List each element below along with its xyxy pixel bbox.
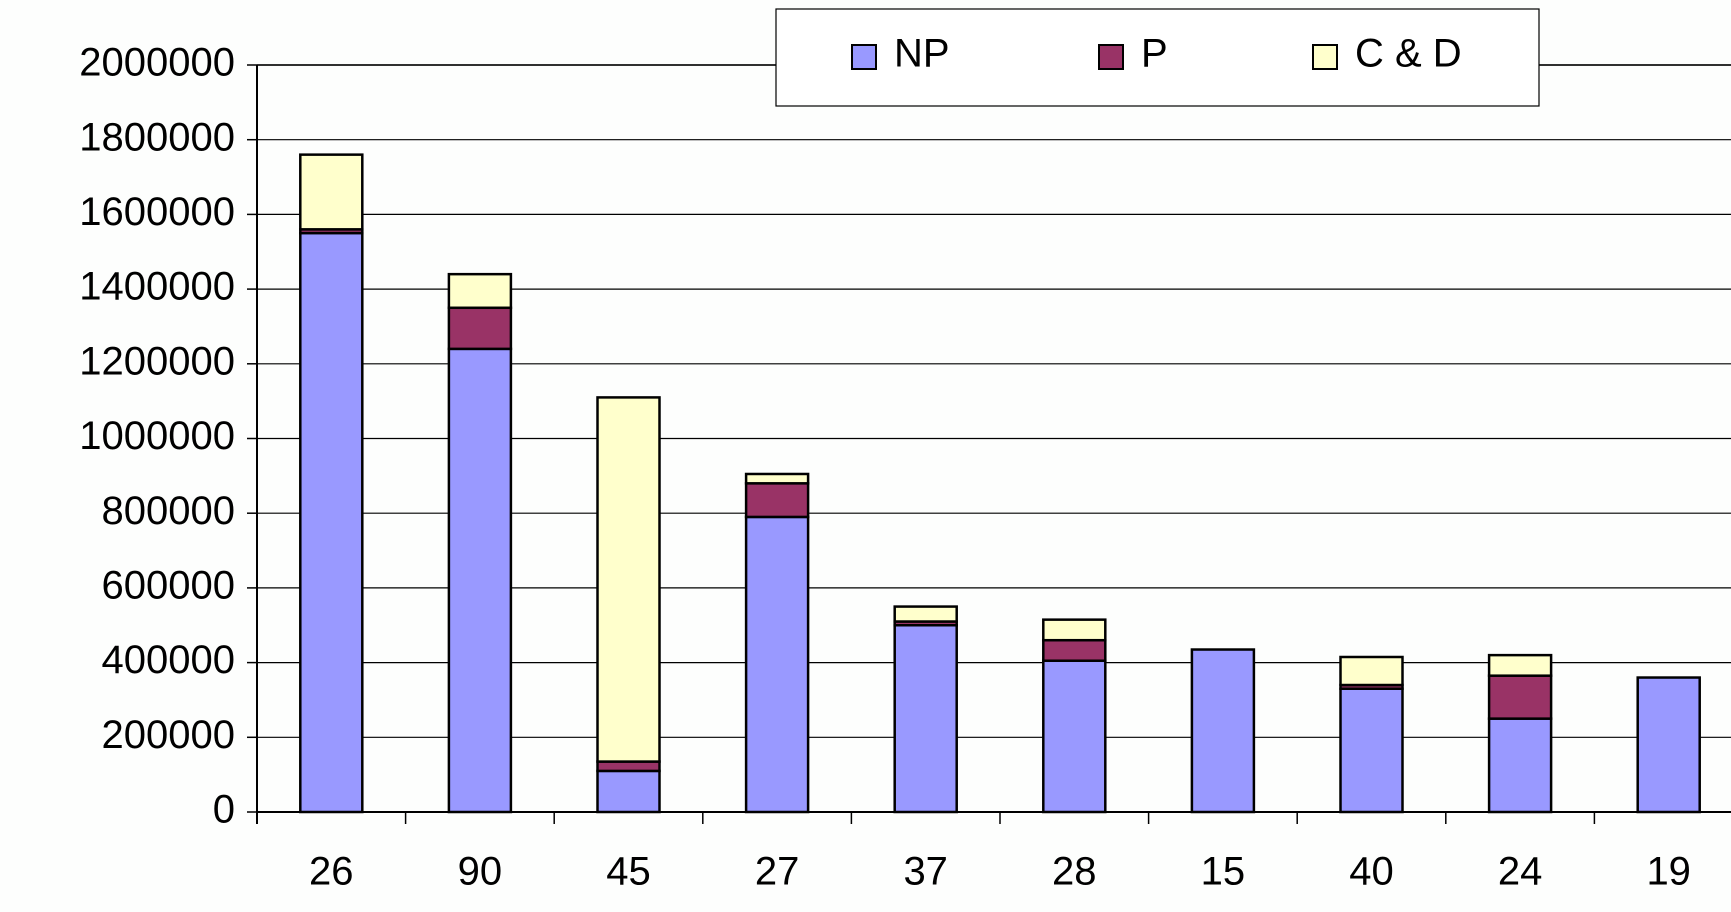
bar-segment (1042, 659, 1107, 814)
y-tick-label: 600000 (102, 563, 235, 607)
x-tick-label: 40 (1349, 850, 1394, 894)
bar-segment (1487, 653, 1553, 677)
y-tick-label: 1200000 (79, 339, 235, 383)
legend-box (775, 8, 1540, 107)
legend-label: C & D (1355, 32, 1462, 76)
bar-segment (744, 515, 810, 814)
legend-label: P (1141, 32, 1168, 76)
bar-segment (1339, 687, 1404, 814)
bar-segment (447, 272, 513, 310)
bar-segment (1190, 648, 1256, 814)
x-tick-label: 37 (903, 850, 948, 894)
y-tick-label: 200000 (102, 713, 235, 757)
x-tick-label: 28 (1052, 850, 1097, 894)
x-tick-label: 15 (1201, 850, 1246, 894)
legend-swatch (1098, 44, 1124, 70)
y-tick-label: 1600000 (79, 190, 235, 234)
bar-segment (893, 605, 958, 623)
bar-segment (1042, 618, 1107, 642)
x-tick-label: 26 (309, 850, 354, 894)
bar-segment (1339, 655, 1404, 687)
bar-segment (299, 231, 364, 814)
bar-segment (1042, 638, 1107, 662)
y-tick-label: 400000 (102, 638, 235, 682)
x-tick-label: 45 (606, 850, 651, 894)
bar-segment (1636, 676, 1701, 814)
y-tick-label: 1800000 (79, 115, 235, 159)
bar-segment (596, 760, 661, 773)
bar-segment (596, 769, 661, 814)
bar-segment (447, 347, 513, 814)
legend-swatch (851, 44, 877, 70)
y-tick-label: 1400000 (79, 265, 235, 309)
legend-label: NP (894, 32, 950, 76)
y-tick-label: 1000000 (79, 414, 235, 458)
x-tick-label: 90 (458, 850, 503, 894)
bar-segment (1487, 674, 1553, 720)
y-tick-label: 0 (213, 788, 235, 832)
bar-segment (744, 482, 810, 519)
bar-segment (893, 624, 958, 814)
y-tick-label: 2000000 (79, 41, 235, 85)
bar-segment (744, 472, 810, 485)
x-tick-label: 24 (1498, 850, 1543, 894)
bar-segment (447, 306, 513, 351)
x-tick-label: 19 (1646, 850, 1691, 894)
bar-segment (299, 153, 364, 231)
x-tick-label: 27 (755, 850, 800, 894)
bar-segment (596, 396, 661, 763)
bar-segment (1487, 717, 1553, 814)
legend-swatch (1312, 44, 1338, 70)
y-tick-label: 800000 (102, 489, 235, 533)
